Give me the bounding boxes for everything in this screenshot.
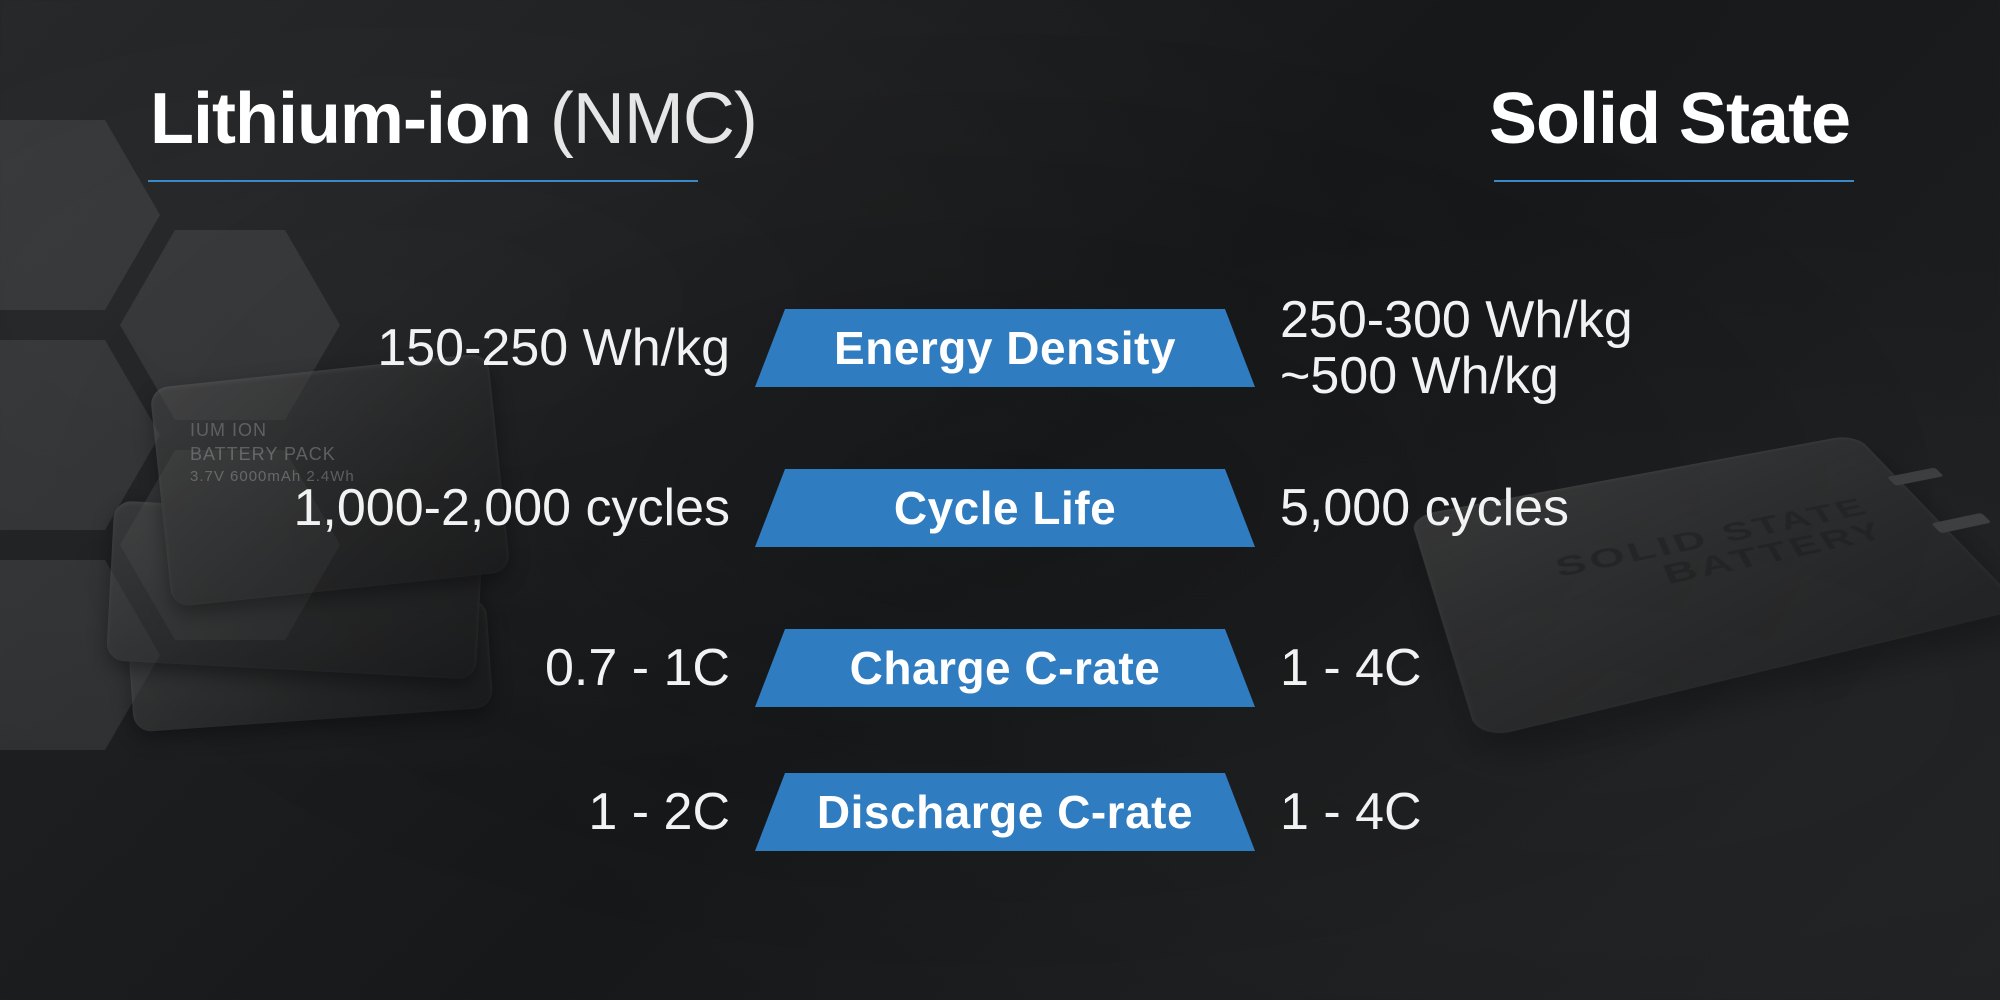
left-value: 1,000-2,000 cycles [294, 480, 731, 536]
metric-pill: Energy Density [755, 309, 1255, 387]
row-energy-density: 150-250 Wh/kg Energy Density 250-300 Wh/… [0, 300, 2000, 396]
row-charge-c-rate: 0.7 - 1C Charge C-rate 1 - 4C [0, 620, 2000, 716]
right-value: 1 - 4C [1280, 784, 1422, 840]
left-heading-bold: Lithium-ion [150, 79, 531, 159]
metric-pill: Cycle Life [755, 469, 1255, 547]
right-underline [1494, 180, 1854, 182]
right-value: 250-300 Wh/kg ~500 Wh/kg [1280, 292, 1633, 404]
left-heading-thin: (NMC) [531, 79, 757, 159]
left-value: 1 - 2C [588, 784, 730, 840]
row-discharge-c-rate: 1 - 2C Discharge C-rate 1 - 4C [0, 764, 2000, 860]
metric-label: Charge C-rate [850, 641, 1161, 695]
row-cycle-life: 1,000-2,000 cycles Cycle Life 5,000 cycl… [0, 460, 2000, 556]
left-underline [148, 180, 698, 182]
comparison-rows: 150-250 Wh/kg Energy Density 250-300 Wh/… [0, 300, 2000, 924]
metric-pill: Discharge C-rate [755, 773, 1255, 851]
metric-label: Cycle Life [894, 481, 1116, 535]
right-value: 1 - 4C [1280, 640, 1422, 696]
right-heading: Solid State [1489, 78, 1850, 160]
left-value: 150-250 Wh/kg [377, 320, 730, 376]
metric-label: Energy Density [834, 321, 1176, 375]
metric-label: Discharge C-rate [817, 785, 1193, 839]
right-value: 5,000 cycles [1280, 480, 1569, 536]
left-heading: Lithium-ion (NMC) [150, 78, 757, 160]
metric-pill: Charge C-rate [755, 629, 1255, 707]
left-value: 0.7 - 1C [545, 640, 730, 696]
